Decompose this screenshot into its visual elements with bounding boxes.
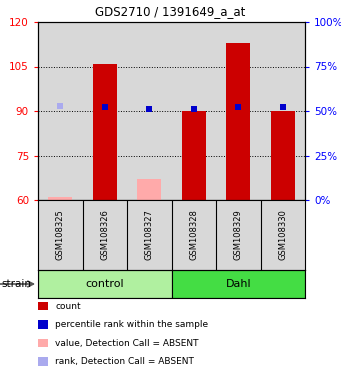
Text: GDS2710 / 1391649_a_at: GDS2710 / 1391649_a_at xyxy=(95,5,246,18)
Text: rank, Detection Call = ABSENT: rank, Detection Call = ABSENT xyxy=(55,357,194,366)
Bar xyxy=(38,270,172,298)
Bar xyxy=(172,270,305,298)
Text: value, Detection Call = ABSENT: value, Detection Call = ABSENT xyxy=(55,339,198,348)
Text: count: count xyxy=(55,302,81,311)
Text: GSM108326: GSM108326 xyxy=(100,210,109,260)
Text: percentile rank within the sample: percentile rank within the sample xyxy=(55,320,208,329)
Text: Dahl: Dahl xyxy=(225,279,251,289)
Text: GSM108327: GSM108327 xyxy=(145,210,154,260)
Text: GSM108325: GSM108325 xyxy=(56,210,65,260)
Bar xyxy=(270,111,295,200)
Bar xyxy=(226,43,251,200)
Text: GSM108330: GSM108330 xyxy=(278,210,287,260)
Bar xyxy=(137,179,162,200)
Text: strain: strain xyxy=(2,279,32,289)
Bar xyxy=(181,111,206,200)
Text: control: control xyxy=(86,279,124,289)
Text: GSM108329: GSM108329 xyxy=(234,210,243,260)
Bar xyxy=(48,197,73,200)
Bar xyxy=(92,63,117,200)
Text: GSM108328: GSM108328 xyxy=(189,210,198,260)
